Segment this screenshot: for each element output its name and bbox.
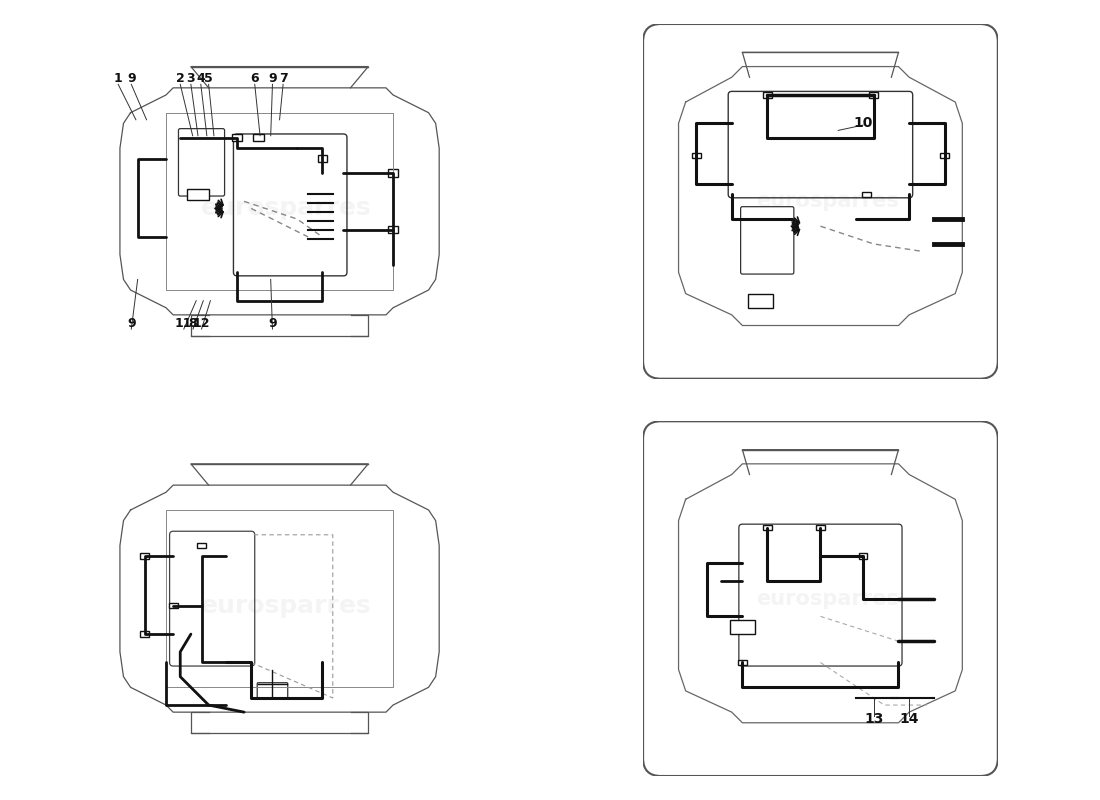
- Bar: [748, 294, 772, 308]
- Bar: [940, 153, 949, 158]
- Bar: [862, 192, 871, 197]
- Text: eurosparres: eurosparres: [201, 197, 372, 221]
- Text: 13: 13: [864, 712, 883, 726]
- Text: eurosparres: eurosparres: [756, 589, 899, 609]
- Text: 7: 7: [278, 73, 287, 86]
- Bar: [197, 542, 206, 548]
- Text: 1: 1: [113, 73, 122, 86]
- Text: 2: 2: [176, 73, 185, 86]
- Bar: [187, 189, 209, 199]
- Bar: [762, 92, 772, 98]
- Text: 9: 9: [268, 73, 277, 86]
- Bar: [253, 134, 264, 141]
- Bar: [387, 226, 398, 234]
- Text: 9: 9: [268, 318, 277, 330]
- Text: 5: 5: [205, 73, 213, 86]
- Bar: [738, 660, 747, 665]
- Bar: [168, 603, 177, 608]
- Bar: [762, 525, 772, 530]
- Text: 14: 14: [900, 712, 918, 726]
- Bar: [869, 92, 878, 98]
- Bar: [816, 525, 825, 530]
- Text: 4: 4: [197, 73, 206, 86]
- Text: eurosparres: eurosparres: [201, 594, 372, 618]
- Text: 10: 10: [854, 116, 872, 130]
- Text: 9: 9: [126, 73, 135, 86]
- Bar: [859, 554, 868, 558]
- Bar: [692, 153, 701, 158]
- Text: 11: 11: [175, 318, 192, 330]
- Text: 9: 9: [126, 318, 135, 330]
- Bar: [141, 554, 150, 558]
- Bar: [318, 155, 327, 162]
- Bar: [730, 620, 755, 634]
- Bar: [232, 134, 242, 141]
- Bar: [141, 631, 150, 637]
- Text: eurosparres: eurosparres: [756, 191, 899, 211]
- Text: 6: 6: [251, 73, 258, 86]
- Text: 8: 8: [189, 318, 197, 330]
- Bar: [387, 170, 398, 177]
- Text: 3: 3: [187, 73, 195, 86]
- Text: 12: 12: [192, 318, 210, 330]
